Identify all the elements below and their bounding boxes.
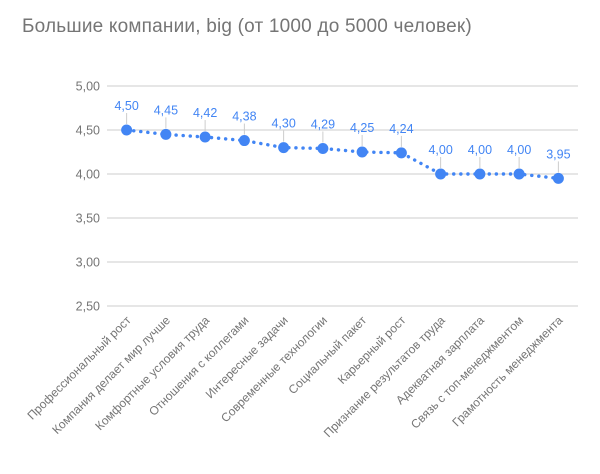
data-point — [552, 172, 564, 184]
y-axis-tick-label: 3,00 — [76, 256, 100, 270]
data-point — [317, 142, 329, 154]
y-axis-tick-label: 3,50 — [76, 212, 100, 226]
data-point — [474, 168, 486, 180]
chart-title: Большие компании, big (от 1000 до 5000 ч… — [22, 16, 472, 37]
data-point-label: 4,38 — [232, 110, 256, 124]
data-point — [395, 147, 407, 159]
y-axis-tick-label: 5,00 — [76, 80, 100, 94]
data-point — [513, 168, 525, 180]
data-point-label: 4,29 — [311, 117, 335, 131]
data-point — [121, 124, 133, 136]
data-point-label: 4,30 — [271, 117, 295, 131]
data-point-label: 4,00 — [507, 143, 531, 157]
data-point-label: 4,00 — [468, 143, 492, 157]
data-point — [356, 146, 368, 158]
data-point — [278, 142, 290, 154]
data-point — [238, 135, 250, 147]
data-point-label: 3,95 — [546, 147, 570, 161]
y-axis-tick-label: 4,00 — [76, 168, 100, 182]
data-point-label: 4,25 — [350, 121, 374, 135]
data-point — [435, 168, 447, 180]
x-axis-category-label: Карьерный рост — [335, 313, 409, 387]
data-point-label: 4,42 — [193, 106, 217, 120]
y-axis-tick-label: 4,50 — [76, 124, 100, 138]
series-line — [124, 128, 561, 181]
y-axis-tick-label: 2,50 — [76, 300, 100, 314]
data-point-label: 4,45 — [154, 103, 178, 117]
data-point — [199, 131, 211, 143]
data-point-label: 4,24 — [389, 122, 413, 136]
data-point-label: 4,00 — [428, 143, 452, 157]
data-point — [160, 128, 172, 140]
data-point-label: 4,50 — [114, 99, 138, 113]
